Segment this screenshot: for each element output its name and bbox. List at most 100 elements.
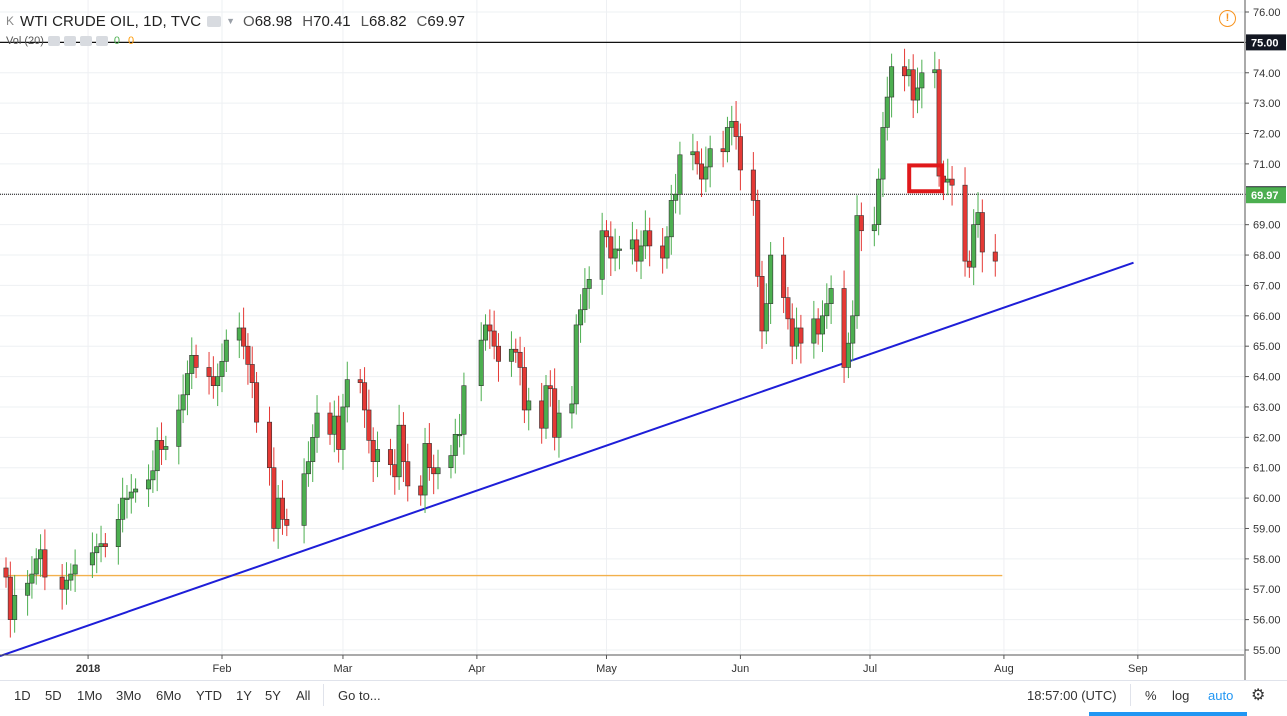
- range-all-button[interactable]: All: [296, 688, 311, 703]
- candle-body: [362, 382, 368, 411]
- candle-body: [508, 348, 514, 362]
- candle-body: [370, 440, 376, 462]
- candle-body: [396, 424, 402, 478]
- candle-body: [102, 543, 108, 548]
- candle-body: [42, 549, 48, 578]
- candle-body: [452, 433, 458, 456]
- candle-body: [3, 567, 9, 578]
- price-axis[interactable]: 76.0075.0074.0073.0072.0071.0070.0069.00…: [1244, 0, 1286, 680]
- candle-body: [418, 485, 424, 496]
- candle-body: [690, 151, 696, 156]
- candle-body: [889, 66, 895, 98]
- price-label-text: 75.00: [1251, 37, 1279, 49]
- candle-body: [720, 148, 726, 153]
- gear-icon[interactable]: ⚙: [1251, 687, 1266, 704]
- candle-body: [219, 361, 225, 377]
- candle-body: [603, 230, 609, 238]
- range-ytd-button[interactable]: YTD: [196, 688, 222, 703]
- volume-up-value: 0: [113, 35, 121, 47]
- clock-time[interactable]: 18:57:00 (UTC): [1027, 688, 1117, 703]
- volume-legend: Vol (20) 0 0: [6, 35, 134, 47]
- toolbar-divider: [323, 684, 324, 706]
- y-tick-label: 71.00: [1253, 159, 1281, 171]
- drag-handle-icon[interactable]: K: [6, 14, 15, 28]
- candle-body: [979, 212, 985, 253]
- percent-toggle[interactable]: %: [1145, 688, 1157, 703]
- y-tick-label: 76.00: [1253, 7, 1281, 19]
- candle-body: [668, 200, 674, 238]
- candle-body: [841, 288, 847, 368]
- time-axis[interactable]: 2018 Feb Mar Apr May Jun Jul Aug Sep: [0, 654, 1244, 675]
- candle-body: [729, 121, 735, 128]
- candle-body: [344, 379, 350, 408]
- candle-body: [750, 169, 756, 201]
- candle-body: [880, 127, 886, 180]
- close-icon[interactable]: [79, 36, 92, 46]
- warning-icon[interactable]: !: [1219, 10, 1236, 27]
- chart-grid: [0, 0, 1244, 655]
- range-5y-button[interactable]: 5Y: [265, 688, 281, 703]
- y-tick-label: 57.00: [1253, 584, 1281, 596]
- chevron-down-icon[interactable]: ▼: [226, 16, 236, 26]
- candle-body: [629, 239, 635, 250]
- open-value: 68.98: [254, 12, 293, 30]
- price-label-box: [1246, 34, 1286, 51]
- candle-body: [513, 348, 519, 353]
- symbol-title[interactable]: WTI CRUDE OIL, 1D, TVC: [20, 12, 202, 30]
- range-6mo-button[interactable]: 6Mo: [156, 688, 182, 703]
- candle-body: [616, 248, 622, 251]
- settings-icon[interactable]: [207, 15, 222, 27]
- scroll-indicator[interactable]: [1089, 712, 1247, 716]
- settings-icon[interactable]: [63, 36, 76, 46]
- candle-body: [128, 491, 134, 499]
- candle-body: [29, 573, 35, 584]
- x-tick-label: Sep: [1128, 663, 1148, 675]
- candle-body: [124, 497, 130, 500]
- candle-body: [215, 376, 221, 386]
- trendline: [0, 261, 1134, 658]
- candle-body: [336, 415, 342, 450]
- eye-icon[interactable]: [47, 36, 60, 46]
- candle-body: [59, 576, 65, 590]
- candle-body: [301, 473, 307, 526]
- candle-body: [768, 254, 774, 304]
- range-1mo-button[interactable]: 1Mo: [77, 688, 103, 703]
- bottom-toolbar: 1D 5D 1Mo 3Mo 6Mo YTD 1Y 5Y All Go to...…: [0, 680, 1287, 711]
- auto-toggle[interactable]: auto: [1208, 688, 1234, 703]
- candles: [3, 48, 998, 638]
- candle-body: [176, 409, 182, 447]
- candle-body: [435, 467, 441, 475]
- range-5d-button[interactable]: 5D: [45, 688, 62, 703]
- candle-body: [193, 355, 199, 368]
- candle-body: [677, 154, 683, 195]
- candle-body: [759, 276, 765, 332]
- candle-body: [206, 367, 212, 377]
- goto-button[interactable]: Go to...: [338, 688, 381, 703]
- volume-label[interactable]: Vol (20): [6, 35, 44, 47]
- candle-body: [582, 288, 588, 311]
- more-icon[interactable]: [95, 36, 108, 46]
- range-1d-button[interactable]: 1D: [14, 688, 31, 703]
- candle-body: [89, 552, 95, 566]
- range-3mo-button[interactable]: 3Mo: [116, 688, 142, 703]
- candle-body: [375, 449, 381, 462]
- log-toggle[interactable]: log: [1172, 688, 1190, 703]
- candle-body: [634, 239, 640, 262]
- candle-body: [340, 406, 346, 450]
- trendline-layer: [0, 261, 1134, 658]
- close-label: C: [416, 12, 428, 30]
- candle-body: [133, 488, 139, 493]
- candle-body: [703, 166, 709, 180]
- candle-body: [785, 297, 791, 320]
- candle-body: [815, 318, 821, 335]
- x-tick-label: Aug: [994, 663, 1014, 675]
- range-1y-button[interactable]: 1Y: [236, 688, 252, 703]
- candle-body: [971, 224, 977, 268]
- candle-body: [387, 449, 393, 465]
- candle-body: [249, 364, 255, 383]
- x-tick-label: 2018: [76, 663, 100, 675]
- candle-body: [400, 424, 406, 462]
- candle-body: [884, 96, 890, 128]
- candle-body: [68, 573, 74, 581]
